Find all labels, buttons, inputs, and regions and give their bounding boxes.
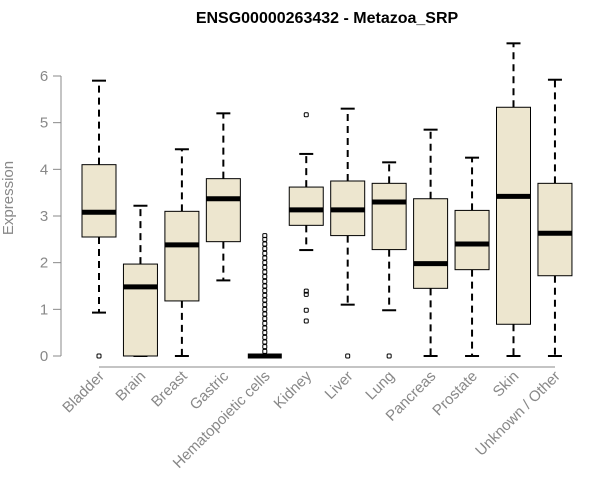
outlier-point [262, 339, 268, 345]
outlier-point [262, 292, 268, 298]
y-tick-label: 2 [40, 255, 48, 272]
outlier-point [262, 302, 268, 308]
outlier-point [262, 320, 268, 326]
outlier-point [262, 274, 268, 280]
box-iqr [413, 198, 449, 289]
y-ticks: 0 1 2 3 4 5 6 [40, 68, 61, 365]
outlier-point [303, 318, 309, 324]
y-tick-label: 5 [40, 115, 48, 132]
x-tick-label: Breast [148, 367, 191, 410]
x-tick-label: Skin [490, 368, 523, 401]
outlier-point [303, 307, 309, 313]
outlier-point [262, 260, 268, 266]
x-tick-label: Prostate [429, 368, 481, 420]
outlier-point [262, 348, 268, 354]
y-tick-label: 0 [40, 348, 48, 365]
box-group [164, 148, 200, 357]
outlier-point [262, 233, 268, 239]
box-group [454, 156, 490, 357]
outlier-point [262, 297, 268, 303]
outlier-point [345, 353, 351, 359]
outlier-point [262, 311, 268, 317]
box-iqr [371, 182, 407, 251]
outlier-point [303, 291, 309, 297]
y-axis-label: Expression [0, 161, 17, 235]
box-group [371, 161, 407, 359]
y-tick-label: 6 [40, 68, 48, 85]
box-iqr [454, 209, 490, 271]
x-tick-label: Lung [362, 368, 398, 404]
box-iqr [496, 106, 531, 325]
boxes [81, 42, 573, 359]
box-group [537, 78, 573, 357]
outlier-point [262, 246, 268, 252]
outlier-point [96, 353, 102, 359]
outlier-point [303, 288, 309, 294]
outlier-point [262, 241, 268, 247]
outlier-point [262, 269, 268, 275]
outlier-point [262, 283, 268, 289]
box-group [496, 42, 531, 357]
box-iqr [537, 182, 573, 277]
x-tick-label: Bladder [59, 368, 108, 417]
box-iqr [205, 178, 241, 243]
outlier-point [262, 344, 268, 350]
y-tick-label: 4 [40, 161, 48, 178]
chart-title: ENSG00000263432 - Metazoa_SRP [196, 10, 459, 27]
box-group [288, 112, 324, 324]
box-group [205, 112, 241, 282]
outlier-point [262, 334, 268, 340]
outlier-point [262, 264, 268, 270]
box-iqr [288, 186, 324, 226]
outlier-point [262, 288, 268, 294]
box-group [81, 79, 117, 359]
x-tick-label: Kidney [271, 367, 316, 412]
outlier-point [262, 250, 268, 256]
box-group [413, 128, 449, 357]
box-group [247, 233, 282, 359]
outlier-point [262, 278, 268, 284]
outlier-point [262, 306, 268, 312]
x-tick-label: Liver [322, 368, 357, 403]
outlier-point [303, 112, 309, 118]
y-tick-label: 3 [40, 208, 48, 225]
box-iqr [81, 164, 117, 238]
outlier-point [262, 325, 268, 331]
y-tick-label: 1 [40, 301, 48, 318]
x-tick-label: Brain [112, 368, 149, 405]
outlier-point [386, 353, 392, 359]
box-iqr [164, 210, 200, 302]
box-group [122, 204, 158, 357]
outlier-point [262, 255, 268, 261]
outlier-point [262, 330, 268, 336]
box-group [330, 107, 366, 359]
box-iqr [122, 263, 158, 357]
outlier-point [262, 316, 268, 322]
